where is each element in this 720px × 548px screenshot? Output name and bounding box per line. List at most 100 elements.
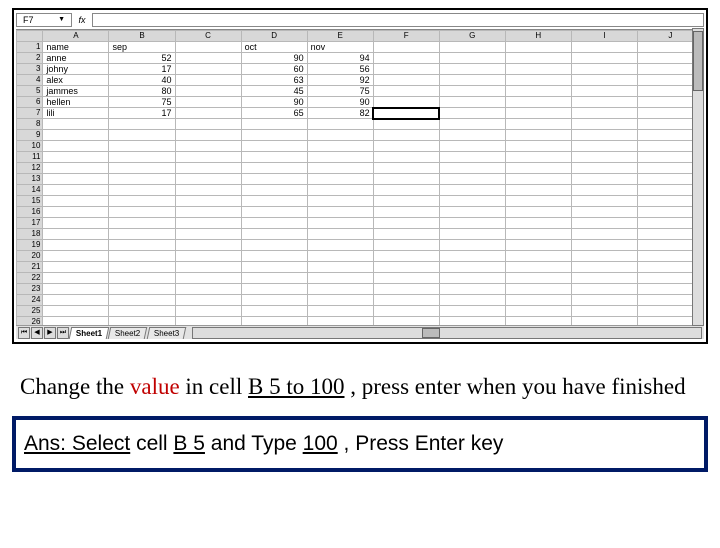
cell-I17[interactable] [571,218,637,229]
cell-G10[interactable] [439,141,505,152]
cell-B24[interactable] [109,295,175,306]
row-header-12[interactable]: 12 [17,163,43,174]
cell-A12[interactable] [43,163,109,174]
cell-F16[interactable] [373,207,439,218]
cell-C7[interactable] [175,108,241,119]
cell-B18[interactable] [109,229,175,240]
cell-C8[interactable] [175,119,241,130]
cell-B26[interactable] [109,317,175,326]
cell-H4[interactable] [505,75,571,86]
cell-I6[interactable] [571,97,637,108]
cell-D26[interactable] [241,317,307,326]
cell-D16[interactable] [241,207,307,218]
cell-D2[interactable]: 90 [241,53,307,64]
cell-E4[interactable]: 92 [307,75,373,86]
tab-nav-next[interactable]: ▶ [44,327,56,339]
cell-G11[interactable] [439,152,505,163]
cell-G16[interactable] [439,207,505,218]
row-header-23[interactable]: 23 [17,284,43,295]
row-header-7[interactable]: 7 [17,108,43,119]
cell-D19[interactable] [241,240,307,251]
cell-E17[interactable] [307,218,373,229]
cell-A4[interactable]: alex [43,75,109,86]
cell-A13[interactable] [43,174,109,185]
cell-F13[interactable] [373,174,439,185]
cell-F10[interactable] [373,141,439,152]
col-header-D[interactable]: D [241,31,307,42]
cell-C17[interactable] [175,218,241,229]
cell-B2[interactable]: 52 [109,53,175,64]
cell-B6[interactable]: 75 [109,97,175,108]
cell-G26[interactable] [439,317,505,326]
cell-I5[interactable] [571,86,637,97]
row-header-15[interactable]: 15 [17,196,43,207]
cell-G6[interactable] [439,97,505,108]
cell-B23[interactable] [109,284,175,295]
cell-B5[interactable]: 80 [109,86,175,97]
cell-B7[interactable]: 17 [109,108,175,119]
cell-B13[interactable] [109,174,175,185]
row-header-4[interactable]: 4 [17,75,43,86]
row-header-3[interactable]: 3 [17,64,43,75]
cell-A20[interactable] [43,251,109,262]
cell-B17[interactable] [109,218,175,229]
cell-B16[interactable] [109,207,175,218]
cell-A22[interactable] [43,273,109,284]
cell-E15[interactable] [307,196,373,207]
cell-H9[interactable] [505,130,571,141]
horizontal-scroll-thumb[interactable] [422,328,440,338]
cell-E6[interactable]: 90 [307,97,373,108]
cell-H6[interactable] [505,97,571,108]
cell-E2[interactable]: 94 [307,53,373,64]
cell-C6[interactable] [175,97,241,108]
col-header-A[interactable]: A [43,31,109,42]
cell-F23[interactable] [373,284,439,295]
cell-D5[interactable]: 45 [241,86,307,97]
cell-H19[interactable] [505,240,571,251]
cell-G8[interactable] [439,119,505,130]
cell-I11[interactable] [571,152,637,163]
cell-B1[interactable]: sep [109,42,175,53]
cell-I1[interactable] [571,42,637,53]
cell-G4[interactable] [439,75,505,86]
cell-I7[interactable] [571,108,637,119]
cell-E20[interactable] [307,251,373,262]
cell-A19[interactable] [43,240,109,251]
cell-G19[interactable] [439,240,505,251]
sheet-tab-3[interactable]: Sheet3 [146,327,186,339]
tab-nav-last[interactable]: ⏭ [57,327,69,339]
cell-D21[interactable] [241,262,307,273]
spreadsheet-grid[interactable]: ABCDEFGHIJ1namesepoctnov2anne5290943john… [16,30,704,325]
cell-D18[interactable] [241,229,307,240]
cell-C22[interactable] [175,273,241,284]
name-box[interactable]: F7 ▼ [16,13,72,27]
cell-G21[interactable] [439,262,505,273]
cell-H18[interactable] [505,229,571,240]
cell-D13[interactable] [241,174,307,185]
cell-D3[interactable]: 60 [241,64,307,75]
cell-G13[interactable] [439,174,505,185]
cell-F20[interactable] [373,251,439,262]
cell-F1[interactable] [373,42,439,53]
cell-A17[interactable] [43,218,109,229]
cell-H14[interactable] [505,185,571,196]
cell-D20[interactable] [241,251,307,262]
cell-C19[interactable] [175,240,241,251]
tab-nav-prev[interactable]: ◀ [31,327,43,339]
cell-G20[interactable] [439,251,505,262]
cell-A8[interactable] [43,119,109,130]
cell-F15[interactable] [373,196,439,207]
row-header-17[interactable]: 17 [17,218,43,229]
cell-E24[interactable] [307,295,373,306]
cell-G9[interactable] [439,130,505,141]
cell-H26[interactable] [505,317,571,326]
col-header-I[interactable]: I [571,31,637,42]
cell-I8[interactable] [571,119,637,130]
cell-I2[interactable] [571,53,637,64]
cell-C15[interactable] [175,196,241,207]
cell-D11[interactable] [241,152,307,163]
cell-I12[interactable] [571,163,637,174]
cell-D9[interactable] [241,130,307,141]
cell-E26[interactable] [307,317,373,326]
vertical-scrollbar[interactable] [692,28,704,326]
